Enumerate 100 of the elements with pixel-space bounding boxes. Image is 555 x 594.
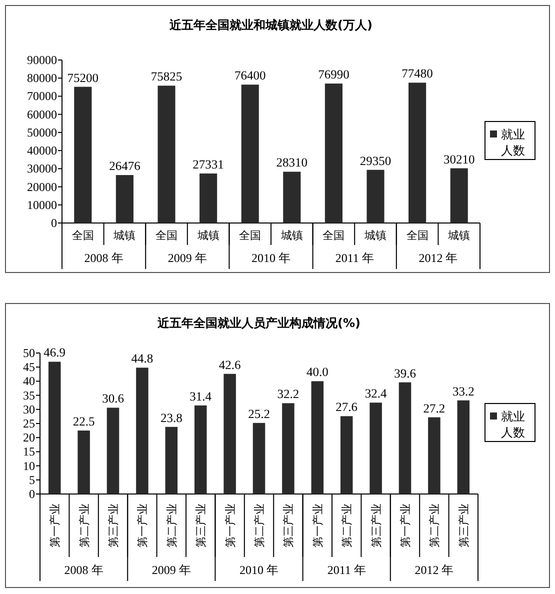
y-tick-label: 0 [29, 487, 35, 501]
bar [224, 374, 236, 494]
text: 2012 年 [414, 563, 454, 577]
data-label: 75200 [67, 70, 99, 85]
chart-title: 近五年全国就业和城镇就业人数(万人) [168, 18, 372, 32]
text: 2010 年 [240, 563, 278, 577]
y-tick-label: 90000 [27, 53, 57, 67]
data-label: 76400 [234, 68, 266, 83]
data-label: 28310 [276, 156, 308, 170]
x-tick-label: 第二产业 [340, 504, 354, 548]
text: 2010 年 [252, 251, 290, 265]
text: 42.6 [218, 358, 241, 372]
x-tick-label: 第一产业 [311, 504, 324, 548]
y-tick-label: 35 [23, 388, 35, 402]
y-tick-label: 5 [29, 472, 35, 487]
y-tick-label: 10 [23, 458, 35, 473]
x-tick-label: 全国 [72, 229, 94, 242]
bar [200, 174, 218, 223]
chart-title: 近五年全国就业人员产业构成情况(%) [156, 316, 360, 330]
bar [324, 84, 342, 223]
y-tick-label: 40000 [27, 144, 57, 158]
text: 27.2 [423, 401, 446, 416]
text: 2012 年 [418, 251, 458, 265]
text: 22.5 [72, 414, 95, 429]
text: 33.2 [452, 384, 474, 398]
y-tick-label: 25 [23, 416, 35, 430]
legend-label: 就业人数 [501, 128, 525, 158]
text: 32.4 [364, 386, 387, 401]
bar [116, 175, 134, 223]
bar [241, 84, 259, 223]
bar [106, 408, 120, 494]
x-tick-label: 第二产业 [253, 504, 266, 548]
bar [450, 168, 468, 223]
bar [398, 382, 412, 494]
bar [194, 405, 207, 494]
text: 2011 年 [335, 251, 374, 265]
text: 2008 年 [64, 563, 104, 577]
text: 25.2 [248, 406, 270, 421]
bar [78, 430, 90, 494]
y-tick-label: 45 [23, 360, 35, 374]
x-tick-label: 第一产业 [136, 504, 150, 548]
y-tick-label: 80000 [27, 71, 57, 86]
y-tick-label: 0 [51, 216, 57, 230]
x-tick-label: 城镇 [196, 229, 220, 242]
bar [311, 381, 324, 494]
y-tick-label: 20000 [27, 180, 57, 194]
bar [340, 416, 353, 494]
bar [165, 426, 178, 494]
bar [366, 170, 384, 223]
data-label: 29350 [360, 154, 392, 168]
data-label: 75825 [150, 70, 182, 84]
x-tick-label: 城镇 [364, 229, 386, 242]
x-tick-label: 城镇 [280, 229, 303, 242]
x-tick-label: 全国 [406, 229, 428, 242]
y-tick-label: 10000 [27, 198, 57, 212]
bar [48, 362, 61, 494]
x-tick-label: 第二产业 [165, 504, 178, 548]
bar [457, 400, 470, 494]
bar [252, 422, 266, 494]
text: 30.6 [102, 392, 124, 406]
x-tick-label: 第一产业 [48, 504, 62, 548]
text: 27.6 [336, 400, 358, 414]
x-tick-label: 第三产业 [282, 504, 296, 548]
text: 39.6 [394, 366, 416, 380]
text: 44.8 [131, 352, 154, 366]
x-tick-label: 城镇 [112, 229, 136, 242]
text: 32.2 [277, 387, 300, 402]
bar [408, 82, 426, 223]
x-tick-label: 全国 [322, 229, 345, 242]
y-tick-label: 50 [23, 346, 35, 360]
text: 2011 年 [327, 563, 366, 577]
x-tick-label: 第三产业 [194, 504, 208, 548]
x-tick-label: 第三产业 [107, 504, 120, 548]
text: 40.0 [306, 365, 328, 380]
bar [74, 86, 92, 223]
data-label: 26476 [109, 159, 140, 174]
data-label: 27331 [192, 158, 224, 172]
y-tick-label: 40 [23, 374, 35, 388]
x-tick-label: 全国 [156, 229, 178, 242]
text: 23.8 [160, 410, 182, 425]
bar [282, 403, 294, 494]
y-tick-label: 70000 [27, 89, 57, 104]
text: 2008 年 [84, 251, 124, 265]
x-tick-label: 第二产业 [78, 504, 91, 548]
data-label: 30210 [443, 152, 475, 166]
x-tick-label: 第二产业 [428, 504, 442, 548]
data-label: 76990 [318, 68, 350, 82]
y-tick-label: 20 [23, 430, 35, 445]
bar [136, 368, 148, 494]
y-tick-label: 50000 [27, 125, 57, 140]
x-tick-label: 第三产业 [370, 504, 383, 548]
text: 2009 年 [168, 251, 207, 265]
y-tick-label: 30 [23, 402, 35, 416]
text: 31.4 [190, 389, 212, 404]
data-label: 77480 [402, 66, 433, 81]
bar [370, 402, 382, 494]
bar [428, 417, 440, 494]
x-tick-label: 第一产业 [224, 504, 237, 548]
text: 2009 年 [152, 563, 191, 577]
y-tick-label: 15 [23, 444, 35, 459]
